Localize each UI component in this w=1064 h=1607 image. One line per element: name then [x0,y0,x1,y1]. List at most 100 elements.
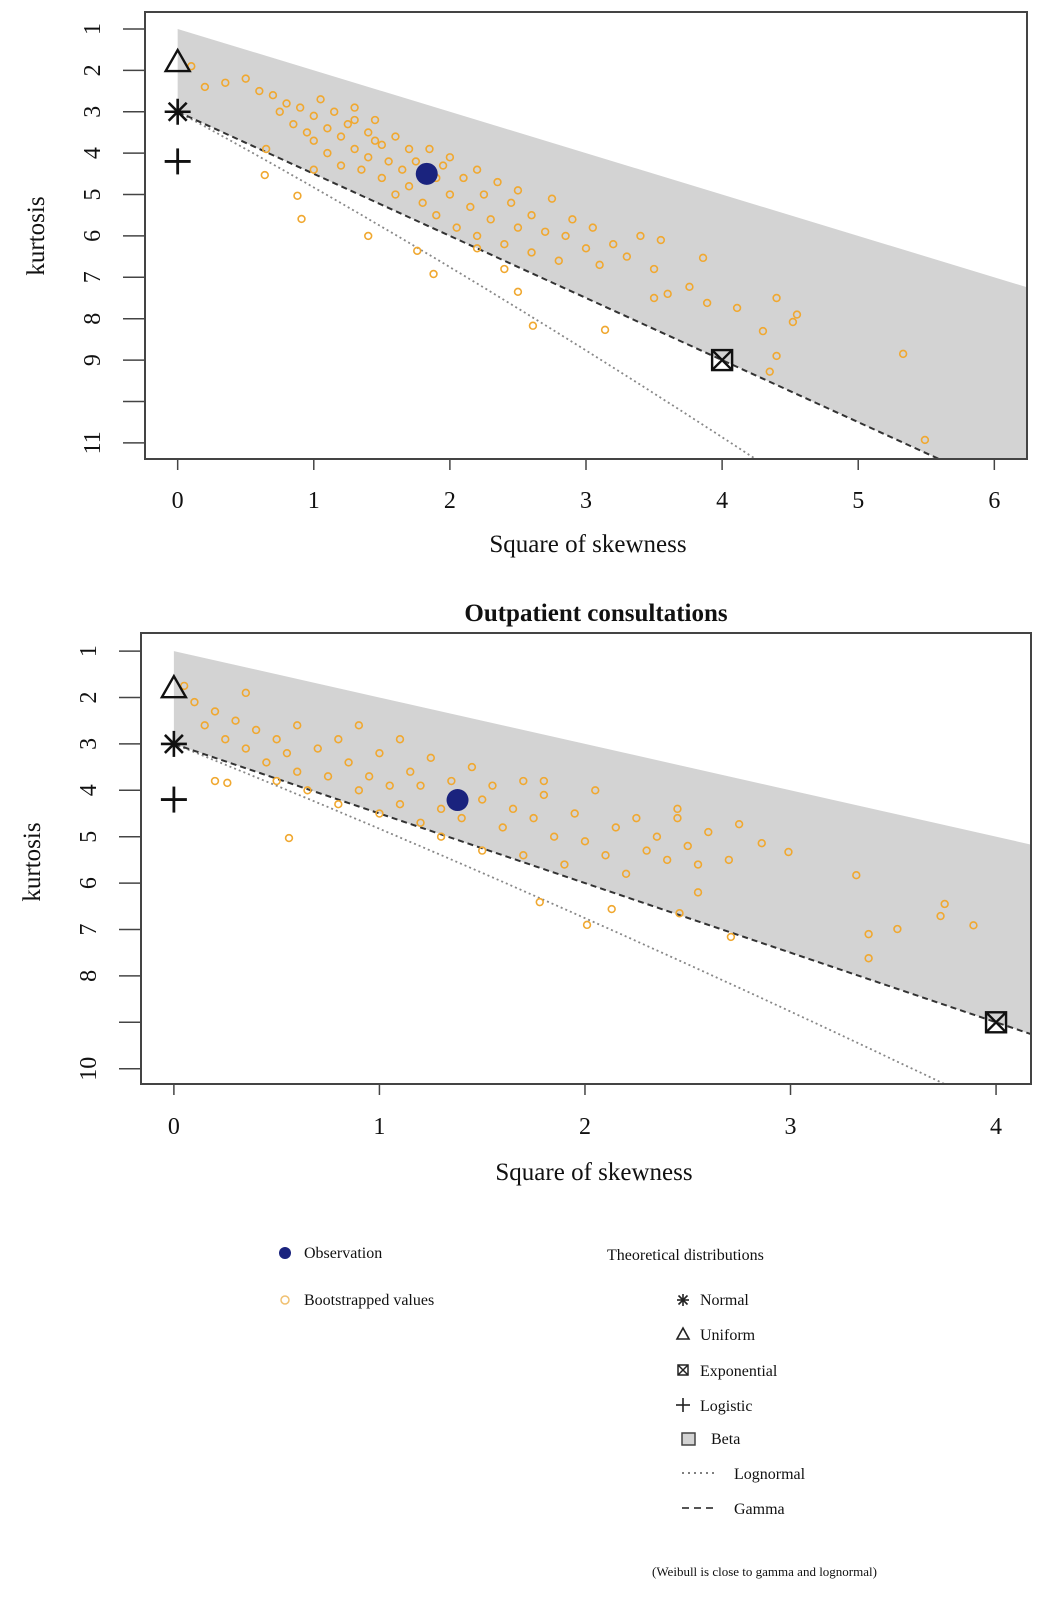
legend-gamma-label: Gamma [734,1501,785,1518]
bootstrapped-point [493,177,502,187]
bootstrapped-point [472,244,482,253]
bootstrapped-point [282,99,291,108]
bootstrapped-point [251,725,261,735]
observation-point [446,789,469,812]
gamma-line [177,110,942,459]
bootstrapped-point [724,855,734,865]
bootstrapped-point [547,194,557,203]
bootstrapped-point [406,767,415,776]
bootstrapped-point [527,248,536,257]
bootstrapped-point [329,107,339,116]
bootstrapped-point [488,781,497,790]
beta-region [173,651,1031,1035]
exponential-marker-box [710,348,734,372]
y-tick-label: 6 [76,877,102,889]
beta-icon [681,1432,696,1446]
bootstrapped-point [652,832,662,841]
y-tick-label: 10 [76,1057,102,1081]
bootstrapped-point [498,823,507,832]
y-tick-label: 5 [80,189,106,201]
bootstrapped-point [343,119,353,129]
bootstrapped-point [445,190,455,199]
bootstrapped-point [466,202,475,212]
bootstrapped-point [200,721,209,730]
legend-uniform-label: Uniform [700,1327,756,1344]
bootstrapped-point [726,932,736,942]
bootstrapped-point [447,776,456,786]
x-tick-label: 4 [716,488,728,514]
y-tick-label: 3 [76,738,102,750]
bootstrapped-point [262,758,271,767]
bootstrapped-point [297,214,306,224]
bootstrapped-point [231,716,240,725]
legend-normal-label: Normal [700,1292,749,1309]
bootstrapped-point [241,744,251,753]
logistic-marker [160,786,187,813]
legend-beta-label: Beta [711,1431,740,1448]
bootstrapped-point [561,231,570,241]
y-tick-label: 8 [80,313,106,325]
legend-observation-marker [279,1247,291,1259]
bootstrapped-point [391,132,400,141]
bootstrapped-point [354,786,364,795]
plot-area [159,651,1031,1084]
bootstrapped-point [893,924,902,934]
bootstrapped-point [309,136,318,145]
bootstrapped-point [445,153,455,162]
bootstrapped-point [527,211,536,220]
bootstrapped-point [568,215,577,224]
bootstrapped-point [611,823,621,832]
bootstrapped-point [336,161,346,170]
y-axis-label: kurtosis [19,822,46,901]
bootstrapped-point [582,920,592,930]
bootstrapped-point [864,929,873,939]
bootstrapped-point [385,781,394,790]
bootstrapped-point [426,753,436,763]
bootstrapped-point [704,827,713,837]
bootstrapped-point [344,758,353,767]
y-tick-label: 1 [80,23,106,35]
bootstrapped-point [529,813,538,823]
bootstrapped-point [416,818,425,827]
bootstrapped-point [377,140,387,150]
bootstrapped-point [621,869,631,879]
bootstrapped-point [418,198,427,208]
bootstrapped-point [898,349,908,359]
bootstrapped-point [336,132,346,141]
plot-area [163,28,1027,459]
bootstrapped-point [398,165,407,174]
bootstrapped-point [683,841,692,851]
bootstrapped-point [506,198,516,208]
bootstrapped-point [334,800,343,809]
x-axis-label: Square of skewness [495,1159,692,1186]
legend-logistic-label: Logistic [700,1398,752,1415]
x-tick-label: 1 [308,488,320,514]
chart-outpatient-consultations: Outpatient consultations Square of skewn… [19,600,1032,1186]
bootstrapped-point [241,688,251,698]
bootstrapped-point [432,211,441,220]
exponential-icon [677,1364,689,1376]
bootstrapped-point [190,697,199,707]
bootstrapped-point [210,707,220,716]
legend-observation-label: Observation [304,1245,382,1262]
y-tick-label: 4 [76,784,102,796]
uniform-marker [159,673,188,699]
y-tick-label: 6 [80,230,106,242]
bootstrapped-point [210,776,220,786]
bootstrapped-point [864,954,873,963]
legend-note: (Weibull is close to gamma and lognormal… [652,1564,877,1579]
bootstrapped-point [221,78,230,87]
y-tick-label: 5 [76,831,102,843]
bootstrapped-point [459,173,468,183]
bootstrapped-point [293,191,302,200]
bootstrapped-point [370,115,380,125]
bootstrapped-point [404,182,414,191]
bootstrapped-point [560,860,569,869]
bootstrapped-point [416,781,425,790]
bootstrapped-point [549,832,559,841]
bootstrapped-point [303,786,312,795]
bootstrapped-point [969,921,978,930]
legend-bootstrapped-label: Bootstrapped values [304,1292,434,1309]
bootstrapped-point [384,157,393,166]
